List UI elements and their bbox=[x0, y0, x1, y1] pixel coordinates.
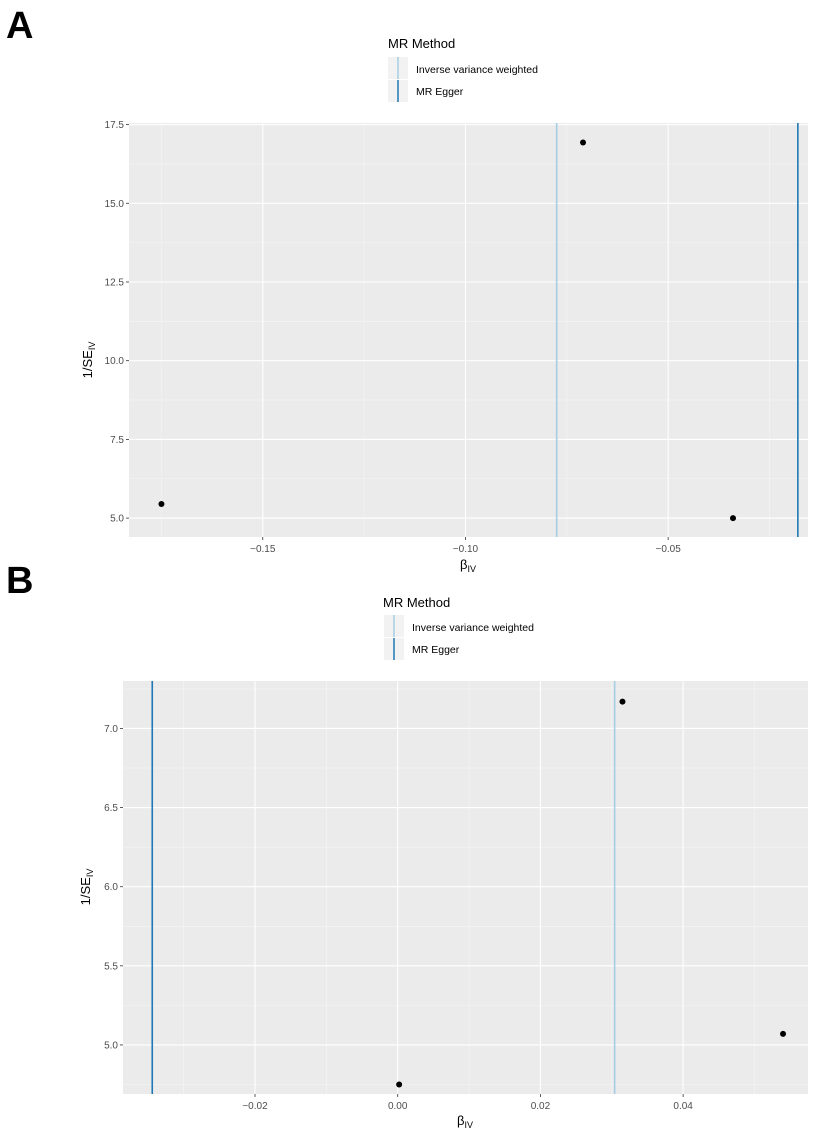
panel-a-y-tick-label: 10.0 bbox=[105, 356, 125, 367]
panel-a-legend-egger-label: MR Egger bbox=[416, 86, 464, 98]
panel-b-y-tick-label: 7.0 bbox=[104, 724, 118, 735]
panel-b-x-tick-label: −0.02 bbox=[242, 1101, 268, 1112]
panel-b-plot-background bbox=[123, 681, 808, 1094]
panel-a-legend-title: MR Method bbox=[388, 36, 455, 51]
panel-b-x-axis: −0.02 0.00 0.02 0.04 bbox=[242, 1094, 693, 1112]
panel-a-legend: MR Method Inverse variance weighted MR E… bbox=[388, 36, 538, 102]
panel-b-letter: B bbox=[6, 560, 33, 602]
panel-b-method-lines bbox=[151, 681, 616, 1094]
panel-b-legend-egger-label: MR Egger bbox=[412, 644, 460, 656]
panel-a-y-tick-label: 12.5 bbox=[105, 277, 125, 288]
panel-b-data-point bbox=[780, 1030, 787, 1037]
panel-b-points bbox=[396, 698, 787, 1088]
panel-a-y-tick-label: 7.5 bbox=[110, 435, 124, 446]
panel-b-gridlines bbox=[123, 681, 808, 1094]
panel-b-y-tick-label: 5.0 bbox=[104, 1040, 118, 1051]
panel-a-method-lines bbox=[555, 123, 799, 537]
panel-b-y-tick-label: 6.0 bbox=[104, 882, 118, 893]
panel-b-x-tick-label: 0.00 bbox=[388, 1101, 408, 1112]
panel-a-gridlines bbox=[129, 123, 808, 537]
panel-b-legend-ivw-label: Inverse variance weighted bbox=[412, 622, 534, 634]
panel-b-data-point bbox=[396, 1081, 403, 1088]
panel-a-points bbox=[158, 139, 737, 522]
panel-b-y-axis: 5.0 5.5 6.0 6.5 7.0 bbox=[104, 724, 123, 1051]
panel-a-x-axis: −0.15 −0.10 −0.05 bbox=[250, 537, 681, 555]
panel-a-x-tick-label: −0.10 bbox=[453, 544, 479, 555]
panel-b: B MR Method Inverse variance weighted MR… bbox=[6, 560, 808, 1130]
panel-a-y-axis: 5.0 7.5 10.0 12.5 15.0 17.5 bbox=[105, 120, 129, 525]
panel-b-data-point bbox=[619, 698, 626, 705]
panel-a: A MR Method Inverse variance weighted MR… bbox=[6, 5, 808, 574]
panel-a-y-tick-label: 5.0 bbox=[110, 514, 124, 525]
panel-b-y-tick-label: 5.5 bbox=[104, 961, 118, 972]
panel-a-plot-background bbox=[129, 123, 808, 537]
panel-a-data-point bbox=[158, 500, 165, 507]
panel-a-y-axis-title: 1/SEIV bbox=[80, 342, 97, 379]
panel-b-legend-title: MR Method bbox=[383, 595, 450, 610]
panel-a-x-tick-label: −0.05 bbox=[655, 544, 681, 555]
panel-a-x-axis-title: βIV bbox=[460, 557, 476, 574]
panel-b-y-tick-label: 6.5 bbox=[104, 803, 118, 814]
panel-a-legend-ivw-label: Inverse variance weighted bbox=[416, 64, 538, 76]
panel-b-x-tick-label: 0.02 bbox=[531, 1101, 551, 1112]
panel-b-x-axis-title: βIV bbox=[457, 1113, 473, 1130]
panel-a-letter: A bbox=[6, 5, 33, 47]
panel-b-y-axis-title: 1/SEIV bbox=[78, 869, 95, 906]
panel-a-y-tick-label: 15.0 bbox=[105, 199, 125, 210]
panel-a-x-tick-label: −0.15 bbox=[250, 544, 276, 555]
panel-a-y-tick-label: 17.5 bbox=[105, 120, 125, 131]
panel-b-legend: MR Method Inverse variance weighted MR E… bbox=[383, 595, 534, 660]
panel-b-x-tick-label: 0.04 bbox=[673, 1101, 693, 1112]
panel-a-data-point bbox=[580, 139, 587, 146]
panel-a-data-point bbox=[730, 515, 737, 522]
